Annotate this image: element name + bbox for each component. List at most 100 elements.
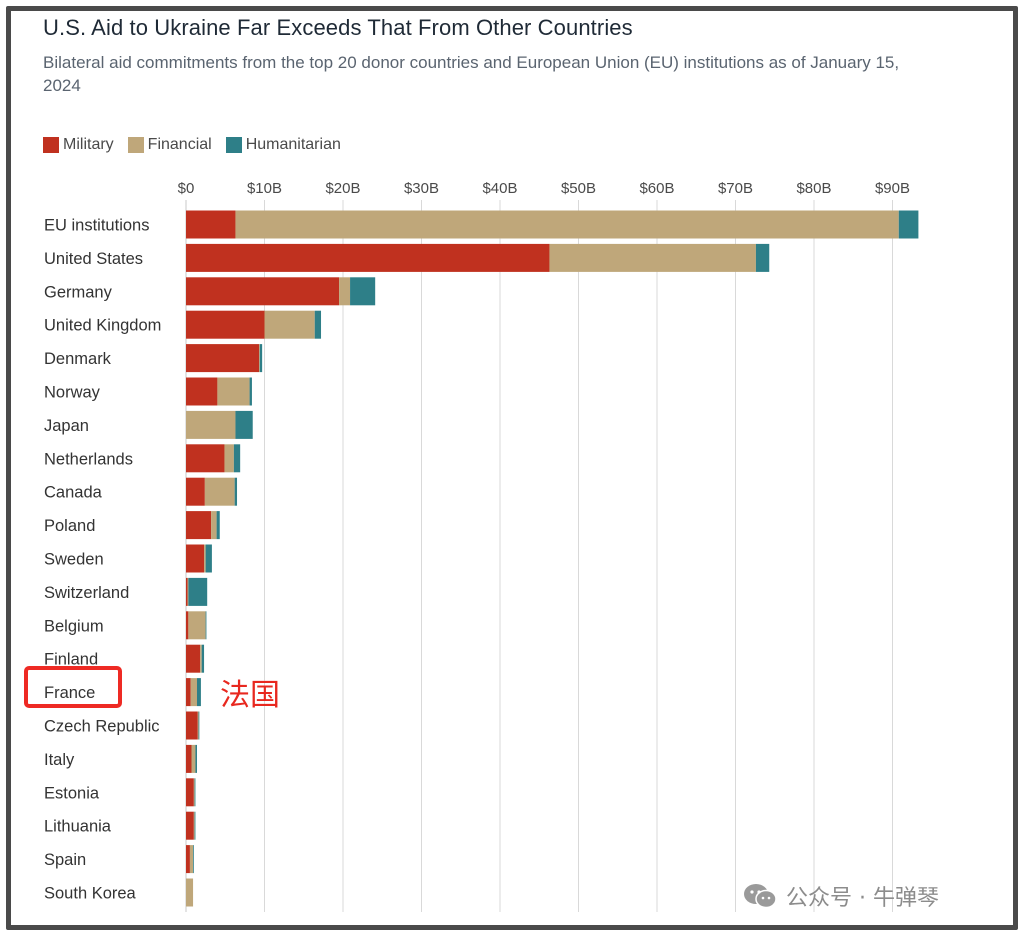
category-label-norway: Norway bbox=[44, 384, 101, 402]
bar-czech-republic-military bbox=[186, 711, 198, 740]
bar-france-military bbox=[186, 678, 191, 707]
bar-germany-humanitarian bbox=[350, 277, 376, 306]
bar-canada-humanitarian bbox=[234, 477, 238, 506]
france-annotation: 法国 bbox=[220, 678, 280, 713]
bar-italy-humanitarian bbox=[195, 744, 197, 773]
bar-united-states-military bbox=[186, 243, 550, 272]
category-label-united-kingdom: United Kingdom bbox=[44, 317, 161, 335]
category-label-eu-institutions: EU institutions bbox=[44, 217, 149, 235]
bar-netherlands-financial bbox=[224, 444, 234, 473]
bar-switzerland-military bbox=[186, 577, 188, 606]
category-label-finland: Finland bbox=[44, 651, 98, 669]
x-tick-label-90b: $90B bbox=[875, 180, 910, 197]
bar-denmark-financial bbox=[259, 344, 260, 373]
legend-item-financial: Financial bbox=[127, 136, 212, 154]
legend-swatch-financial bbox=[127, 137, 144, 153]
legend: Military Financial Humanitarian bbox=[43, 136, 341, 154]
bar-czech-republic-financial bbox=[197, 711, 199, 740]
bar-spain-financial bbox=[189, 845, 194, 874]
category-label-spain: Spain bbox=[44, 851, 86, 869]
legend-item-humanitarian: Humanitarian bbox=[225, 136, 341, 154]
france-highlight-box bbox=[24, 666, 122, 708]
category-label-germany: Germany bbox=[44, 283, 113, 301]
bar-poland-military bbox=[186, 511, 212, 540]
category-label-denmark: Denmark bbox=[44, 350, 112, 368]
x-tick-label-0: $0 bbox=[178, 180, 195, 197]
category-label-united-states: United States bbox=[44, 250, 143, 268]
bar-belgium-humanitarian bbox=[205, 611, 207, 640]
watermark-text: 公众号 · 牛弹琴 bbox=[786, 886, 939, 911]
bar-japan-financial bbox=[186, 410, 236, 439]
legend-swatch-military bbox=[43, 137, 59, 153]
bar-spain-humanitarian bbox=[193, 845, 194, 874]
bar-poland-financial bbox=[211, 511, 217, 540]
bar-germany-financial bbox=[339, 277, 351, 306]
bar-canada-military bbox=[186, 477, 205, 506]
bar-eu-institutions-military bbox=[186, 210, 236, 239]
bar-finland-military bbox=[186, 644, 201, 673]
category-label-belgium: Belgium bbox=[44, 617, 104, 635]
bar-sweden-financial bbox=[204, 544, 206, 573]
bar-poland-humanitarian bbox=[216, 511, 220, 540]
x-tick-label-70b: $70B bbox=[718, 180, 753, 197]
category-label-france: France bbox=[44, 684, 95, 702]
category-label-sweden: Sweden bbox=[44, 551, 104, 569]
bar-norway-financial bbox=[217, 377, 250, 406]
bar-lithuania-financial bbox=[193, 811, 195, 840]
x-tick-label-80b: $80B bbox=[796, 180, 831, 197]
bar-netherlands-humanitarian bbox=[233, 444, 241, 473]
bar-sweden-military bbox=[186, 544, 205, 573]
bar-eu-institutions-humanitarian bbox=[898, 210, 919, 239]
bar-lithuania-military bbox=[186, 811, 194, 840]
bar-switzerland-humanitarian bbox=[188, 577, 208, 606]
legend-swatch-humanitarian bbox=[225, 137, 242, 153]
bar-czech-republic-humanitarian bbox=[198, 711, 200, 740]
bar-estonia-financial bbox=[193, 778, 195, 807]
bar-switzerland-financial bbox=[187, 577, 189, 606]
bar-finland-financial bbox=[200, 644, 202, 673]
x-tick-label-20b: $20B bbox=[325, 180, 360, 197]
bar-eu-institutions-financial bbox=[235, 210, 899, 239]
bar-sweden-humanitarian bbox=[205, 544, 212, 573]
bar-finland-humanitarian bbox=[201, 644, 205, 673]
x-tick-label-30b: $30B bbox=[404, 180, 439, 197]
bar-canada-financial bbox=[204, 477, 235, 506]
bar-norway-military bbox=[186, 377, 218, 406]
category-label-poland: Poland bbox=[44, 517, 95, 535]
bar-france-humanitarian bbox=[196, 678, 201, 707]
category-label-switzerland: Switzerland bbox=[44, 584, 129, 602]
bar-norway-humanitarian bbox=[249, 377, 252, 406]
category-label-netherlands: Netherlands bbox=[44, 450, 133, 468]
bar-united-states-humanitarian bbox=[755, 243, 770, 272]
watermark: 公众号 · 牛弹琴 bbox=[742, 880, 939, 912]
x-tick-label-40b: $40B bbox=[482, 180, 517, 197]
chart-subtitle: Bilateral aid commitments from the top 2… bbox=[43, 53, 900, 95]
bar-denmark-military bbox=[186, 344, 260, 373]
chart-title: U.S. Aid to Ukraine Far Exceeds That Fro… bbox=[43, 15, 633, 40]
category-label-estonia: Estonia bbox=[44, 784, 100, 802]
category-label-canada: Canada bbox=[44, 484, 103, 502]
bar-united-kingdom-financial bbox=[264, 310, 315, 339]
category-label-south-korea: South Korea bbox=[44, 885, 137, 903]
bar-netherlands-military bbox=[186, 444, 225, 473]
category-label-italy: Italy bbox=[44, 751, 75, 769]
wechat-icon bbox=[744, 884, 777, 909]
bar-united-states-financial bbox=[549, 243, 756, 272]
bar-belgium-financial bbox=[188, 611, 206, 640]
bar-belgium-military bbox=[186, 611, 189, 640]
bar-france-financial bbox=[190, 678, 197, 707]
category-label-lithuania: Lithuania bbox=[44, 818, 112, 836]
bar-south-korea-financial bbox=[186, 878, 194, 907]
bar-united-kingdom-military bbox=[186, 310, 265, 339]
bar-japan-humanitarian bbox=[235, 410, 253, 439]
bar-denmark-humanitarian bbox=[259, 344, 263, 373]
bar-spain-military bbox=[186, 845, 190, 874]
legend-item-military: Military bbox=[43, 136, 114, 154]
bar-germany-military bbox=[186, 277, 340, 306]
bar-italy-military bbox=[186, 744, 192, 773]
bar-lithuania-humanitarian bbox=[194, 811, 196, 840]
x-tick-label-10b: $10B bbox=[247, 180, 282, 197]
bar-united-kingdom-humanitarian bbox=[314, 310, 322, 339]
category-label-czech-republic: Czech Republic bbox=[44, 718, 160, 736]
